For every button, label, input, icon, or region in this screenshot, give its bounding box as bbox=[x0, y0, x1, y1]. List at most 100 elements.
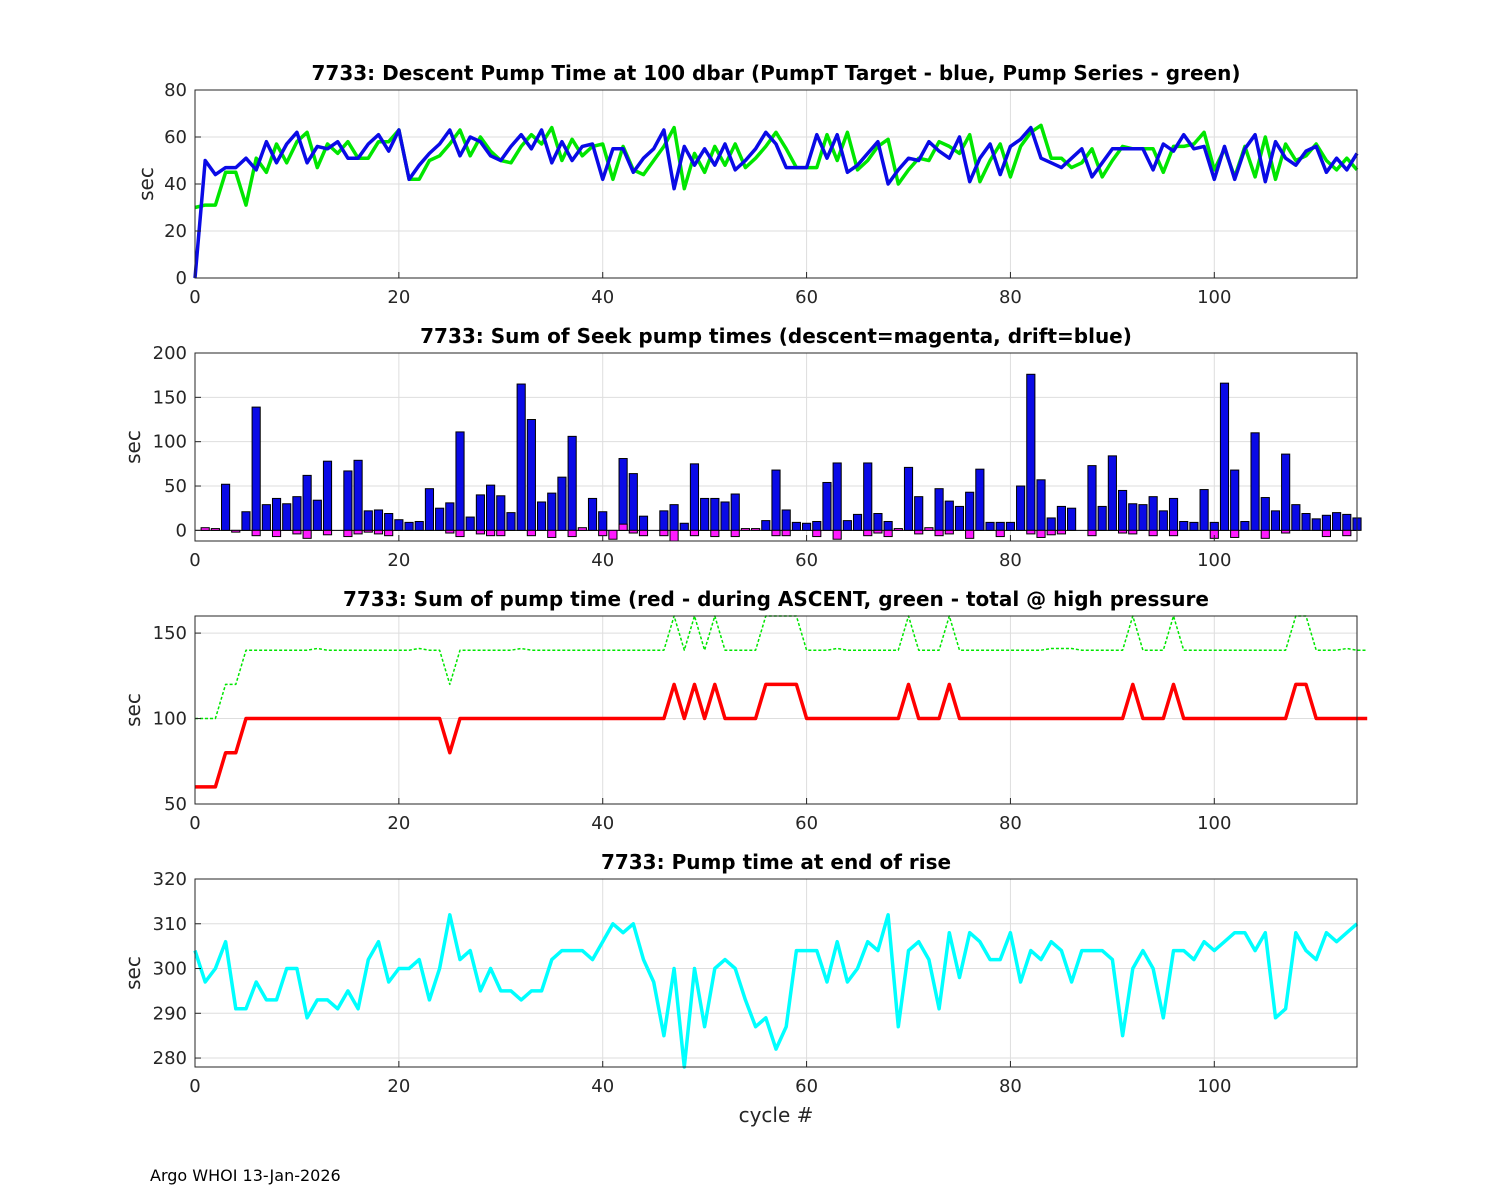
drift-bar bbox=[628, 473, 638, 531]
descent-bar bbox=[740, 528, 750, 531]
drift-bar bbox=[1117, 489, 1128, 531]
end-of-rise-line bbox=[193, 913, 1359, 1069]
descent-bar bbox=[893, 528, 903, 531]
drift-bar bbox=[1067, 507, 1077, 531]
y-tick-label: 50 bbox=[164, 794, 187, 815]
drift-bar bbox=[1158, 510, 1168, 531]
y-axis-label: sec bbox=[121, 693, 145, 727]
drift-bar bbox=[1026, 373, 1036, 531]
panel-title: 7733: Pump time at end of rise bbox=[601, 850, 951, 874]
descent-bar bbox=[567, 529, 577, 538]
x-tick-label: 40 bbox=[591, 1076, 614, 1097]
x-tick-label: 20 bbox=[387, 550, 410, 571]
drift-bar bbox=[771, 469, 781, 531]
descent-bar bbox=[995, 529, 1005, 538]
descent-bar bbox=[271, 529, 282, 538]
drift-bar bbox=[251, 406, 261, 531]
drift-bar bbox=[1168, 497, 1179, 531]
drift-bar bbox=[842, 520, 852, 531]
drift-bar bbox=[486, 484, 496, 531]
x-tick-label: 0 bbox=[189, 813, 200, 834]
total-high-pressure-line bbox=[195, 615, 1368, 720]
drift-bar bbox=[587, 497, 598, 531]
y-tick-label: 0 bbox=[176, 268, 187, 289]
drift-bar bbox=[965, 491, 975, 531]
x-tick-label: 0 bbox=[189, 1076, 200, 1097]
drift-bar bbox=[557, 476, 567, 531]
drift-bar bbox=[414, 520, 424, 531]
x-axis-label: cycle # bbox=[739, 1103, 814, 1127]
descent-bar bbox=[1168, 529, 1179, 537]
drift-bar bbox=[567, 435, 577, 531]
drift-bar bbox=[435, 507, 445, 531]
descent-bar bbox=[210, 528, 220, 531]
y-tick-label: 200 bbox=[153, 343, 187, 364]
drift-bar bbox=[221, 483, 231, 531]
drift-bar bbox=[1332, 512, 1342, 531]
drift-bar bbox=[526, 419, 536, 531]
drift-bar bbox=[710, 497, 720, 531]
drift-bar bbox=[659, 510, 669, 531]
drift-bar bbox=[1240, 520, 1250, 531]
drift-bar bbox=[944, 500, 954, 531]
drift-bar bbox=[1321, 514, 1331, 531]
descent-bar bbox=[669, 529, 679, 542]
panel-title: 7733: Sum of pump time (red - during ASC… bbox=[343, 587, 1209, 611]
descent-bar bbox=[965, 529, 975, 539]
drift-bar bbox=[995, 521, 1005, 531]
descent-bar bbox=[486, 529, 496, 537]
drift-bar bbox=[373, 509, 384, 531]
drift-bar bbox=[934, 488, 944, 531]
descent-bar bbox=[730, 529, 740, 538]
drift-bar bbox=[536, 501, 547, 531]
x-tick-label: 40 bbox=[591, 287, 614, 308]
panel-title: 7733: Sum of Seek pump times (descent=ma… bbox=[420, 324, 1132, 348]
descent-bar bbox=[659, 529, 669, 537]
descent-bar bbox=[1342, 529, 1352, 537]
drift-bar bbox=[394, 519, 404, 531]
descent-bar bbox=[944, 529, 954, 535]
x-tick-label: 80 bbox=[999, 1076, 1022, 1097]
drift-bar bbox=[852, 513, 863, 531]
drift-bar bbox=[598, 511, 608, 531]
x-tick-label: 60 bbox=[795, 1076, 818, 1097]
drift-bar bbox=[1342, 513, 1352, 531]
drift-bar bbox=[975, 468, 985, 531]
drift-bar bbox=[822, 481, 832, 531]
descent-bar bbox=[1036, 529, 1046, 538]
panel-pump-time-end-of-rise: 7733: Pump time at end of rise sec 0 20 40… bbox=[121, 850, 1359, 1127]
drift-bar bbox=[1291, 504, 1301, 531]
footer-credit: Argo WHOI 13-Jan-2026 bbox=[150, 1166, 341, 1185]
descent-bar bbox=[771, 529, 781, 537]
axes-box bbox=[194, 615, 1358, 805]
y-tick-label: 150 bbox=[153, 623, 187, 644]
y-tick-label: 20 bbox=[164, 221, 187, 242]
descent-bar bbox=[598, 529, 608, 537]
drift-bar bbox=[1230, 469, 1240, 531]
drift-bar bbox=[384, 513, 394, 531]
drift-bar bbox=[903, 466, 914, 531]
drift-bar bbox=[424, 488, 435, 531]
descent-bar bbox=[781, 529, 791, 537]
descent-bar bbox=[1128, 529, 1138, 535]
descent-bar bbox=[373, 529, 384, 535]
drift-bar bbox=[496, 495, 506, 531]
drift-bar bbox=[720, 501, 730, 531]
drift-bar bbox=[1250, 432, 1260, 531]
descent-bar bbox=[628, 529, 638, 534]
descent-bar bbox=[1046, 529, 1056, 536]
drift-bar bbox=[761, 520, 771, 531]
drift-bar bbox=[832, 462, 842, 531]
drift-bar bbox=[241, 511, 251, 531]
x-tick-label: 0 bbox=[189, 550, 200, 571]
y-tick-label: 100 bbox=[153, 432, 187, 453]
drift-bar bbox=[1036, 479, 1046, 531]
descent-bar bbox=[475, 529, 485, 535]
descent-bar bbox=[812, 529, 822, 538]
drift-bar bbox=[261, 504, 271, 531]
descent-bar bbox=[1148, 529, 1158, 537]
y-tick-label: 300 bbox=[153, 959, 187, 980]
drift-bar bbox=[282, 503, 292, 531]
descent-bar bbox=[547, 529, 557, 538]
